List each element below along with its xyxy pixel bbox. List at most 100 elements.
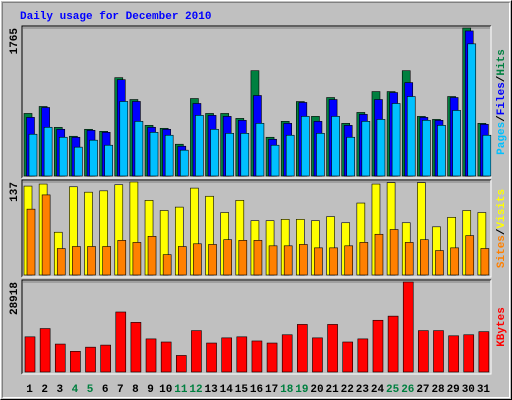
bar: [210, 128, 219, 177]
x-tick-label: 31: [477, 384, 491, 396]
bar: [177, 246, 187, 276]
bar: [74, 146, 83, 177]
bar: [452, 110, 461, 177]
bar: [134, 121, 144, 177]
legend-entry: Files: [496, 82, 508, 115]
bar: [162, 254, 172, 276]
x-tick-label: 4: [72, 384, 79, 396]
bar: [193, 243, 202, 276]
bar: [450, 247, 459, 276]
bar: [208, 244, 217, 276]
legend-separator: /: [496, 115, 508, 122]
bar: [130, 322, 142, 373]
bar: [465, 235, 475, 276]
legend: KBytes: [496, 307, 508, 347]
bar: [372, 319, 384, 373]
bar: [145, 338, 157, 373]
x-tick-label: 13: [205, 384, 219, 396]
bar: [391, 103, 401, 177]
bar: [357, 338, 369, 373]
y-tick-label: 137: [9, 182, 21, 202]
legend-entry: Hits: [496, 49, 508, 75]
bar: [240, 133, 250, 177]
bar: [346, 136, 356, 177]
legend-entry: Sites: [496, 235, 508, 268]
bar: [41, 194, 51, 276]
bar: [225, 133, 234, 177]
bar: [26, 208, 36, 276]
bar: [314, 247, 323, 276]
bar: [344, 245, 354, 276]
bar: [433, 330, 444, 373]
legend-entry: Visits: [496, 189, 508, 229]
bar: [420, 239, 429, 276]
legend-entry: KBytes: [496, 307, 508, 347]
legend: Pages/Files/Hits: [496, 49, 508, 155]
bar: [299, 244, 308, 276]
bar: [223, 239, 232, 276]
bar: [316, 133, 325, 177]
bar: [387, 315, 399, 373]
panel-frame: [22, 280, 492, 375]
chart-title: Daily usage for December 2010: [20, 11, 211, 23]
bar: [406, 96, 416, 177]
bar: [331, 116, 340, 177]
bar: [24, 336, 36, 373]
x-tick-label: 11: [174, 384, 188, 396]
bar: [342, 341, 354, 373]
x-tick-label: 5: [87, 384, 94, 396]
bar: [70, 351, 81, 373]
bar: [253, 240, 263, 276]
x-tick-label: 21: [326, 384, 340, 396]
bar: [56, 248, 66, 276]
x-tick-label: 20: [310, 384, 323, 396]
x-tick-label: 25: [386, 384, 400, 396]
bar: [467, 43, 477, 177]
x-tick-label: 9: [147, 384, 154, 396]
bar: [404, 242, 414, 276]
bar: [270, 144, 280, 177]
bar: [422, 120, 431, 177]
bar: [54, 343, 66, 373]
bar: [327, 324, 338, 373]
x-tick-label: 24: [371, 384, 385, 396]
bar: [191, 330, 202, 373]
bar: [102, 246, 111, 276]
x-tick-label: 30: [462, 384, 475, 396]
x-tick-label: 23: [356, 384, 370, 396]
bar: [179, 149, 189, 177]
bar: [195, 115, 204, 177]
bar: [28, 133, 38, 177]
bar: [268, 245, 278, 276]
x-tick-label: 10: [159, 384, 172, 396]
bar: [374, 233, 384, 276]
bar: [329, 247, 338, 276]
bar: [72, 246, 81, 276]
bar: [482, 134, 492, 177]
bar: [100, 344, 111, 373]
x-tick-label: 7: [117, 384, 124, 396]
x-tick-label: 19: [295, 384, 308, 396]
bar: [39, 328, 51, 373]
bar: [251, 340, 263, 373]
x-tick-label: 6: [102, 384, 109, 396]
bar: [463, 334, 475, 373]
legend-separator: /: [496, 228, 508, 235]
bar: [236, 336, 248, 373]
bar: [164, 134, 174, 177]
legend-entry: Pages: [496, 122, 508, 155]
bar: [361, 121, 371, 177]
bar: [147, 236, 157, 276]
legend: Sites/Visits: [496, 189, 508, 268]
bar: [283, 245, 293, 276]
x-tick-label: 15: [235, 384, 249, 396]
bar: [87, 246, 96, 276]
bar: [402, 281, 414, 373]
x-tick-label: 16: [250, 384, 263, 396]
panel-frame: [21, 179, 491, 277]
y-tick-label: 28918: [9, 282, 21, 315]
bar: [115, 311, 127, 373]
x-tick-label: 3: [57, 384, 64, 396]
